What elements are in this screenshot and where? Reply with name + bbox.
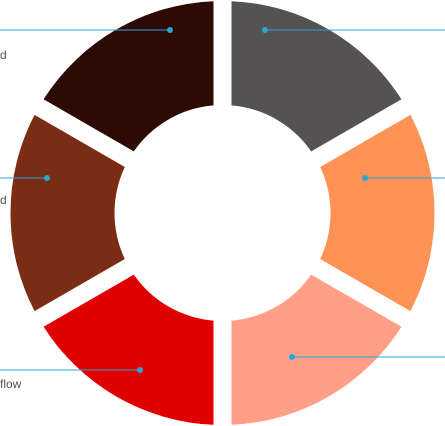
leader-lines [0,27,445,373]
ring-segment-right [320,114,435,312]
ring-segment-top-left [43,1,214,152]
leader-dot-bottom-left [137,367,143,373]
leader-dot-left [44,175,50,181]
ring-segment-bottom-right [231,274,402,425]
ring-segment-left [10,114,125,312]
label-top-left: d [0,48,7,62]
label-left: d [0,193,7,207]
leader-dot-right [362,175,368,181]
leader-dot-bottom-right [289,354,295,360]
leader-dot-top-left [167,27,173,33]
ring-segments [10,1,435,425]
ring-segment-bottom-left [43,274,214,425]
ring-segment-top-right [231,1,402,152]
label-bottom-left: flow [0,377,22,391]
leader-dot-top-right [262,27,268,33]
